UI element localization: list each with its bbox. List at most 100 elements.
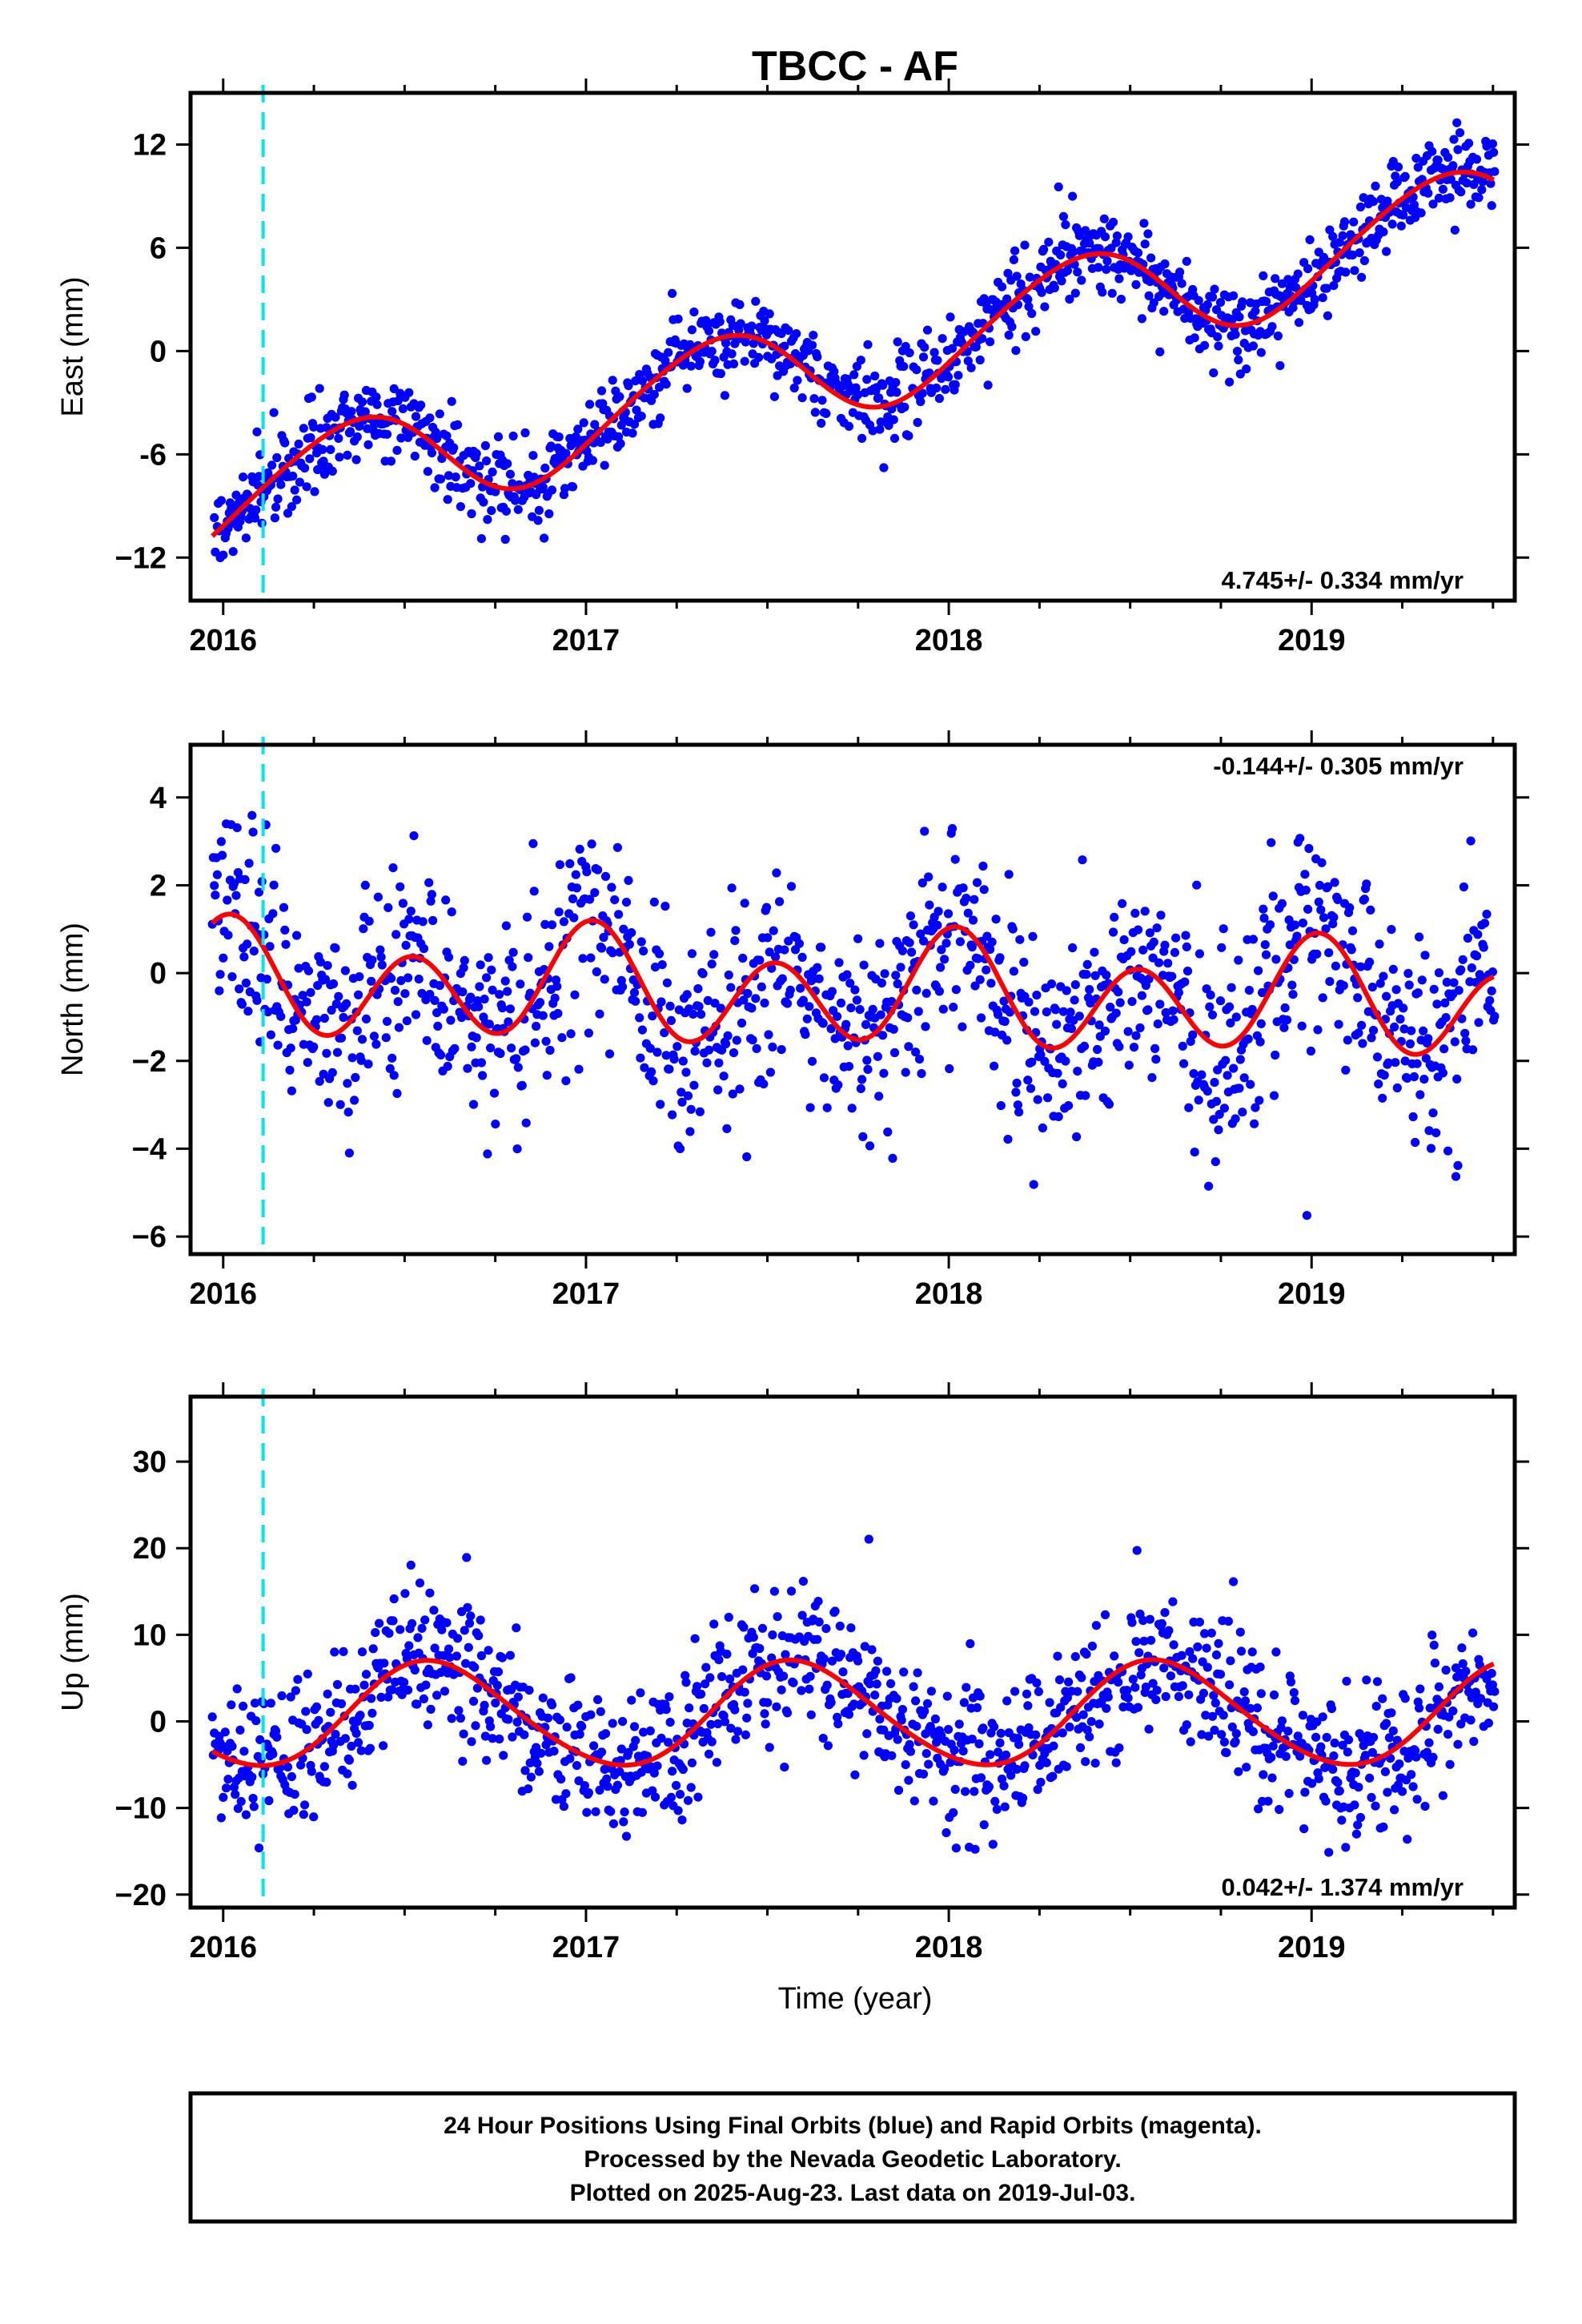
data-point — [755, 955, 765, 965]
data-point — [1227, 983, 1236, 992]
data-point — [673, 314, 683, 324]
data-point — [909, 1682, 918, 1691]
data-point — [476, 1058, 487, 1068]
data-point — [1024, 302, 1034, 312]
data-point — [1031, 1730, 1041, 1739]
data-point — [460, 955, 469, 965]
north-rate-label: -0.144+/- 0.305 mm/yr — [1213, 752, 1464, 780]
data-point — [1357, 1020, 1367, 1030]
data-point — [779, 1671, 789, 1681]
data-point — [367, 1694, 376, 1703]
data-point — [1023, 1076, 1033, 1085]
data-point — [1434, 193, 1443, 203]
data-point — [789, 383, 799, 393]
data-point — [986, 1750, 995, 1759]
data-point — [1167, 971, 1177, 981]
data-point — [222, 1783, 231, 1793]
data-point — [861, 1019, 871, 1029]
data-point — [1180, 977, 1190, 987]
data-point — [1153, 1019, 1162, 1029]
data-point — [1094, 1719, 1104, 1729]
data-point — [554, 432, 564, 442]
data-point — [1489, 147, 1499, 157]
data-point — [1077, 275, 1086, 285]
data-point — [1463, 933, 1472, 943]
data-point — [1314, 897, 1323, 907]
data-point — [814, 974, 824, 983]
data-point — [807, 1056, 817, 1066]
data-point — [1299, 1824, 1309, 1834]
data-point — [1478, 177, 1488, 187]
data-point — [335, 1100, 345, 1109]
data-point — [1110, 912, 1119, 922]
data-point — [1126, 947, 1136, 956]
data-point — [1199, 1688, 1208, 1698]
data-point — [863, 340, 873, 349]
data-point — [1031, 327, 1041, 336]
data-point — [1111, 1008, 1121, 1018]
data-point — [1359, 193, 1368, 203]
data-point — [508, 431, 518, 441]
data-point — [904, 431, 913, 440]
data-point — [1140, 907, 1150, 916]
data-point — [1374, 1080, 1383, 1089]
data-point — [917, 1069, 926, 1079]
data-point — [292, 931, 302, 940]
data-point — [247, 1772, 257, 1782]
data-point — [1114, 1743, 1124, 1753]
data-point — [1130, 908, 1140, 918]
north-y-tick-label: −2 — [132, 1045, 167, 1079]
data-point — [352, 432, 362, 442]
data-point — [833, 1011, 842, 1021]
data-point — [344, 1148, 354, 1158]
data-point — [1485, 995, 1495, 1005]
data-point — [668, 1767, 677, 1776]
data-point — [520, 1045, 530, 1055]
data-point — [961, 1787, 970, 1796]
data-point — [396, 975, 406, 986]
data-point — [423, 467, 433, 476]
data-point — [600, 460, 609, 470]
data-point — [764, 1030, 773, 1039]
data-point — [1350, 1800, 1359, 1810]
data-point — [1307, 1779, 1317, 1788]
data-point — [771, 952, 781, 962]
data-point — [550, 993, 560, 1003]
data-point — [492, 1680, 502, 1691]
data-point — [1091, 1621, 1101, 1630]
data-point — [929, 1796, 938, 1806]
data-point — [484, 1019, 494, 1029]
data-point — [1217, 943, 1227, 952]
data-point — [488, 1734, 497, 1743]
data-point — [585, 895, 595, 904]
data-point — [1100, 1026, 1110, 1036]
data-point — [631, 996, 640, 1006]
data-point — [618, 982, 628, 991]
data-point — [1477, 185, 1487, 195]
data-point — [1489, 1702, 1499, 1711]
data-point — [958, 883, 968, 893]
data-point — [1070, 1652, 1080, 1662]
data-point — [1246, 1080, 1255, 1089]
data-point — [648, 1076, 658, 1086]
data-point — [1283, 1015, 1292, 1025]
data-point — [769, 392, 780, 401]
data-point — [843, 1041, 853, 1051]
data-point — [616, 1744, 626, 1754]
data-point — [351, 1072, 360, 1083]
data-point — [600, 975, 609, 984]
data-point — [398, 404, 408, 413]
data-point — [849, 370, 859, 380]
data-point — [499, 1751, 508, 1760]
data-point — [388, 1616, 398, 1626]
data-point — [479, 497, 488, 507]
data-point — [798, 995, 809, 1005]
data-point — [1011, 1088, 1021, 1097]
data-point — [1211, 1650, 1222, 1660]
data-point — [1488, 1680, 1497, 1690]
data-point — [471, 1721, 480, 1731]
data-point — [1229, 291, 1239, 300]
data-point — [1081, 1757, 1090, 1767]
data-point — [1219, 924, 1228, 934]
data-point — [1453, 1160, 1463, 1170]
